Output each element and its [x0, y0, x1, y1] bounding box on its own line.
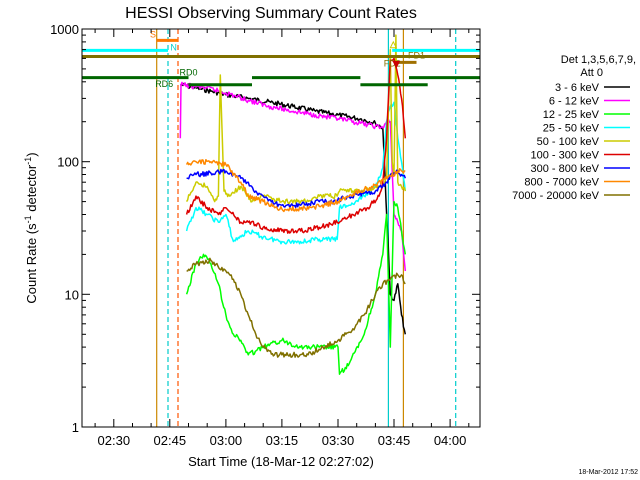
- flag-label-4: FD2: [384, 59, 401, 69]
- x-tick-label-1: 02:30: [98, 433, 131, 448]
- chart-title: HESSI Observing Summary Count Rates: [125, 5, 417, 22]
- series-line-8: [185, 158, 406, 213]
- x-tick-label-2: 02:45: [154, 433, 187, 448]
- x-axis-label: Start Time (18-Mar-12 02:27:02): [188, 454, 374, 469]
- flare-marker-down: [392, 61, 401, 69]
- legend-header-line-2: Att 0: [580, 67, 603, 79]
- x-tick-label-7: 04:00: [434, 433, 467, 448]
- legend: Det 1,3,5,6,7,9, Att 0 3 - 6 keV 6 - 12 k…: [512, 54, 636, 202]
- y-label-sup-2: -1: [23, 157, 33, 165]
- legend-label-2: 6 - 12 keV: [549, 96, 600, 108]
- plot-area: S N FD1 FD2 RD0 RD6: [81, 28, 481, 428]
- x-tick-label-6: 03:45: [378, 433, 411, 448]
- plot-frame: [81, 28, 481, 428]
- series-line-1: [180, 82, 407, 335]
- legend-header-line-1: Det 1,3,5,6,7,9,: [561, 54, 636, 66]
- y-label-end: ): [24, 152, 39, 156]
- series-line-6: [185, 57, 407, 234]
- flag-label-6: RD6: [155, 79, 173, 89]
- series-line-2: [179, 81, 407, 272]
- legend-label-4: 25 - 50 keV: [543, 123, 600, 135]
- legend-label-6: 100 - 300 keV: [531, 150, 600, 162]
- x-axis: 02:30 02:45 03:00 03:15 03:30 03:45 04:00: [94, 29, 470, 448]
- flare-marker-up: [389, 40, 398, 49]
- series-line-3: [185, 200, 407, 375]
- date-stamp: 18-Mar-2012 17:52: [578, 469, 638, 476]
- flag-label-5: RD0: [179, 68, 197, 78]
- series-line-9: [186, 257, 406, 358]
- flag-label-1: S: [150, 30, 156, 40]
- legend-label-8: 800 - 7000 keV: [524, 177, 599, 189]
- y-axis: 1 10 100 1000: [50, 22, 480, 435]
- legend-label-3: 12 - 25 keV: [543, 109, 600, 121]
- flag-label-2: N: [170, 42, 177, 52]
- legend-label-7: 300 - 800 keV: [531, 163, 600, 175]
- y-label-sup-1: -1: [23, 215, 33, 223]
- x-tick-label-5: 03:30: [322, 433, 355, 448]
- legend-label-1: 3 - 6 keV: [555, 82, 600, 94]
- flag-label-3: FD1: [408, 50, 425, 60]
- y-label-mid: detector: [24, 164, 39, 215]
- legend-label-5: 50 - 100 keV: [537, 136, 600, 148]
- y-label-main: Count Rate (s: [24, 223, 39, 304]
- y-tick-label-3: 100: [57, 155, 79, 170]
- series-layer: [179, 34, 407, 375]
- x-tick-label-4: 03:15: [266, 433, 299, 448]
- y-tick-label-2: 10: [65, 287, 79, 302]
- legend-label-9: 7000 - 20000 keV: [512, 190, 600, 202]
- y-tick-label-4: 1000: [50, 22, 79, 37]
- series-line-7: [186, 168, 407, 209]
- x-tick-label-3: 03:00: [210, 433, 243, 448]
- y-tick-label-1: 1: [72, 420, 79, 435]
- flag-bars: S N FD1 FD2 RD0 RD6: [82, 30, 480, 89]
- y-axis-label: Count Rate (s-1 detector-1): [23, 152, 39, 303]
